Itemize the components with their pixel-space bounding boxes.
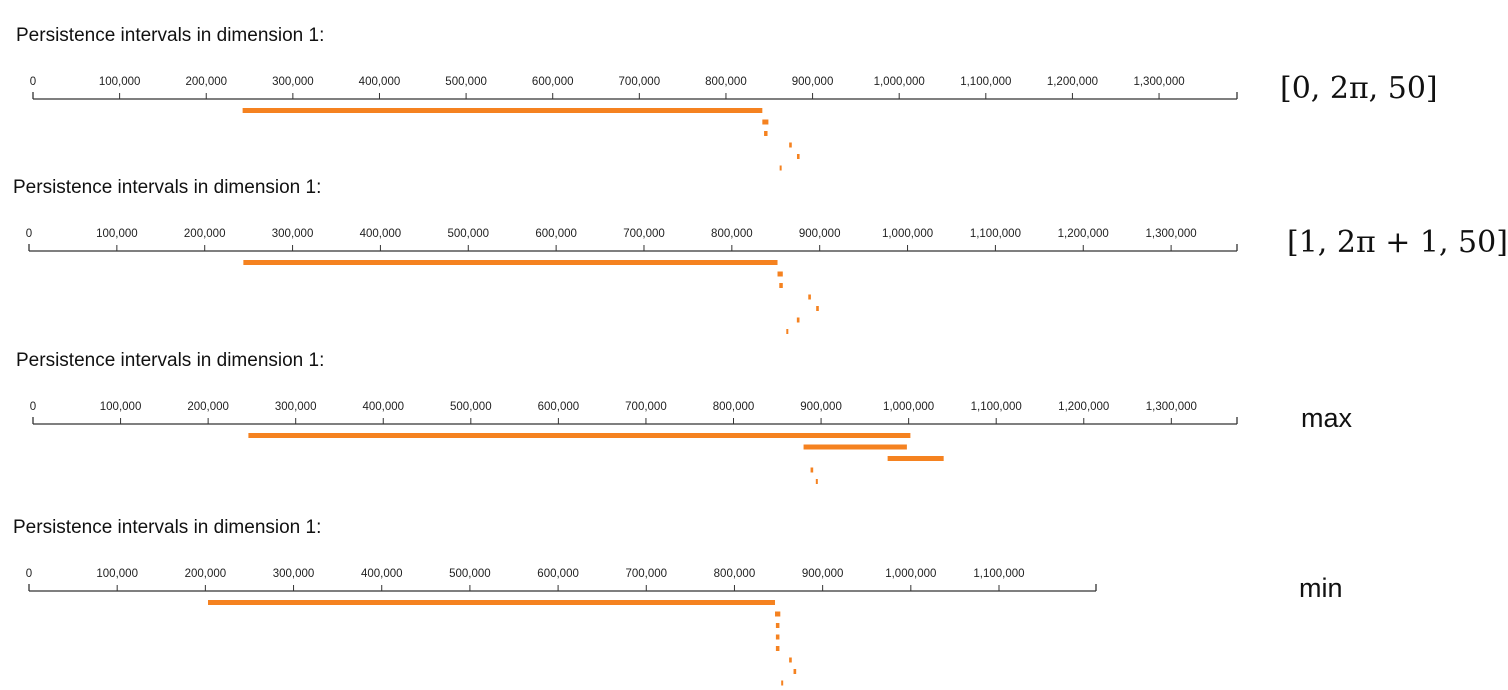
x-tick-label: 900,000 bbox=[799, 228, 841, 240]
persistence-interval-bar bbox=[789, 142, 792, 148]
x-tick-label: 700,000 bbox=[625, 401, 667, 413]
persistence-interval-bar bbox=[810, 467, 814, 473]
x-tick-label: 300,000 bbox=[272, 76, 314, 88]
x-tick-label: 100,000 bbox=[100, 401, 142, 413]
x-tick-label: 500,000 bbox=[449, 568, 491, 580]
panel-title: Persistence intervals in dimension 1: bbox=[16, 25, 324, 46]
x-tick-label: 1,300,000 bbox=[1146, 228, 1197, 240]
x-tick-label: 900,000 bbox=[792, 76, 834, 88]
x-tick-label: 0 bbox=[30, 76, 36, 88]
x-tick-label: 1,100,000 bbox=[971, 401, 1022, 413]
x-tick-label: 200,000 bbox=[187, 401, 229, 413]
x-tick-label: 700,000 bbox=[623, 228, 665, 240]
persistence-interval-bar bbox=[803, 444, 907, 450]
persistence-interval-bar bbox=[781, 680, 784, 686]
persistence-interval-bar bbox=[808, 294, 811, 300]
x-tick-label: 1,300,000 bbox=[1146, 401, 1197, 413]
x-tick-label: 1,000,000 bbox=[883, 401, 934, 413]
x-tick-label: 600,000 bbox=[532, 76, 574, 88]
persistence-interval-bar bbox=[208, 600, 776, 605]
x-tick-label: 0 bbox=[30, 401, 36, 413]
x-tick-label: 1,000,000 bbox=[874, 76, 925, 88]
panel-annotation: min bbox=[1299, 573, 1343, 603]
x-tick-label: 800,000 bbox=[711, 228, 753, 240]
persistence-interval-bar bbox=[775, 623, 780, 628]
x-tick-label: 900,000 bbox=[802, 568, 844, 580]
x-tick-label: 800,000 bbox=[713, 401, 755, 413]
persistence-interval-bar bbox=[243, 260, 778, 265]
x-tick-label: 1,000,000 bbox=[882, 228, 933, 240]
x-tick-label: 500,000 bbox=[450, 401, 492, 413]
persistence-interval-bar bbox=[789, 657, 792, 663]
x-tick-label: 800,000 bbox=[705, 76, 747, 88]
persistence-interval-bar bbox=[793, 669, 797, 674]
x-tick-label: 600,000 bbox=[535, 228, 577, 240]
persistence-interval-bar bbox=[762, 119, 769, 125]
x-tick-label: 1,200,000 bbox=[1047, 76, 1098, 88]
panel-title: Persistence intervals in dimension 1: bbox=[16, 350, 324, 371]
x-tick-label: 1,200,000 bbox=[1058, 401, 1109, 413]
panel-annotation: [1, 2π + 1, 50] bbox=[1287, 225, 1508, 260]
x-tick-label: 200,000 bbox=[185, 568, 227, 580]
x-tick-label: 400,000 bbox=[361, 568, 403, 580]
x-tick-label: 500,000 bbox=[445, 76, 487, 88]
x-tick-label: 400,000 bbox=[359, 76, 401, 88]
barcode-panel-4: Persistence intervals in dimension 1: 0 10… bbox=[13, 517, 1343, 686]
persistence-interval-bar bbox=[816, 306, 819, 311]
x-tick-label: 0 bbox=[26, 228, 32, 240]
persistence-interval-bar bbox=[779, 165, 782, 171]
x-tick-label: 700,000 bbox=[625, 568, 667, 580]
x-tick-label: 600,000 bbox=[537, 568, 579, 580]
persistence-interval-bar bbox=[242, 108, 763, 113]
x-tick-label: 1,100,000 bbox=[973, 568, 1024, 580]
persistence-interval-bar bbox=[775, 611, 781, 617]
persistence-interval-bar bbox=[777, 271, 783, 277]
x-tick-label: 0 bbox=[26, 568, 32, 580]
x-tick-label: 200,000 bbox=[185, 76, 227, 88]
persistence-interval-bar bbox=[786, 329, 789, 334]
x-tick-label: 100,000 bbox=[99, 76, 141, 88]
panel-annotation: max bbox=[1301, 403, 1353, 433]
x-tick-label: 300,000 bbox=[275, 401, 317, 413]
x-tick-label: 1,200,000 bbox=[1058, 228, 1109, 240]
x-tick-label: 1,300,000 bbox=[1133, 76, 1184, 88]
x-tick-label: 700,000 bbox=[619, 76, 661, 88]
x-tick-label: 100,000 bbox=[96, 228, 138, 240]
panel-title: Persistence intervals in dimension 1: bbox=[13, 177, 321, 198]
x-tick-label: 900,000 bbox=[800, 401, 842, 413]
x-tick-label: 1,100,000 bbox=[960, 76, 1011, 88]
x-tick-label: 300,000 bbox=[272, 228, 314, 240]
x-tick-label: 600,000 bbox=[538, 401, 580, 413]
x-tick-label: 800,000 bbox=[714, 568, 756, 580]
barcode-panel-2: Persistence intervals in dimension 1: 0 10… bbox=[13, 177, 1508, 334]
panel-title: Persistence intervals in dimension 1: bbox=[13, 517, 321, 538]
persistence-interval-bar bbox=[796, 154, 800, 159]
x-tick-label: 1,000,000 bbox=[885, 568, 936, 580]
persistence-interval-bar bbox=[779, 283, 783, 288]
persistence-interval-bar bbox=[764, 131, 768, 136]
x-tick-label: 200,000 bbox=[184, 228, 226, 240]
x-tick-label: 500,000 bbox=[447, 228, 489, 240]
x-tick-label: 400,000 bbox=[360, 228, 402, 240]
persistence-interval-bar bbox=[775, 646, 780, 651]
x-tick-label: 1,100,000 bbox=[970, 228, 1021, 240]
barcode-panel-3: Persistence intervals in dimension 1: 0 10… bbox=[16, 350, 1353, 484]
barcode-panel-1: Persistence intervals in dimension 1: 0 10… bbox=[16, 25, 1438, 171]
persistence-interval-bar bbox=[796, 317, 800, 323]
panel-annotation: [0, 2π, 50] bbox=[1280, 71, 1438, 106]
x-tick-label: 100,000 bbox=[96, 568, 138, 580]
persistence-interval-bar bbox=[775, 634, 780, 640]
x-tick-label: 300,000 bbox=[273, 568, 315, 580]
persistence-interval-bar bbox=[248, 433, 911, 438]
persistence-interval-bar bbox=[815, 479, 818, 484]
x-tick-label: 400,000 bbox=[362, 401, 404, 413]
persistence-interval-bar bbox=[887, 456, 944, 461]
